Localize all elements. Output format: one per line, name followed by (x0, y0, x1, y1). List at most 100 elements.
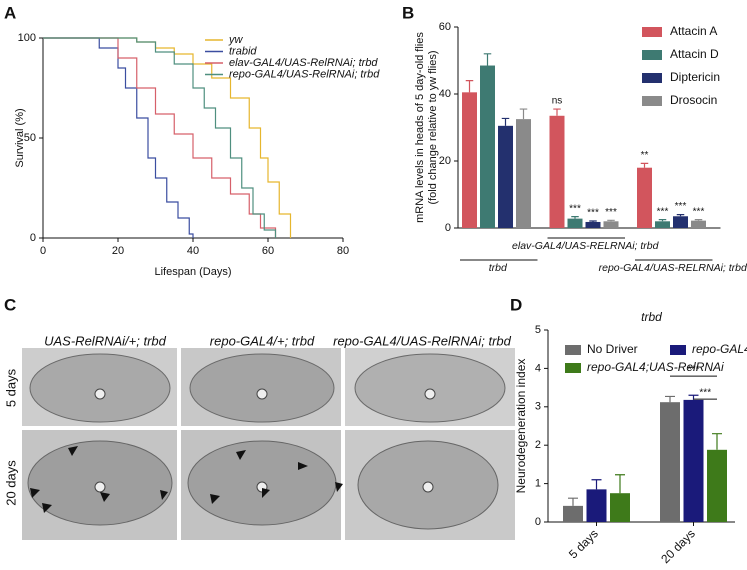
panel-label: D (510, 295, 522, 314)
error-bar (571, 216, 579, 219)
bar (498, 125, 513, 228)
significance: *** (675, 201, 687, 212)
survival-line (43, 37, 277, 238)
bar (673, 216, 688, 228)
error-bar (589, 220, 597, 222)
chart-title: trbd (641, 310, 662, 324)
bar (655, 221, 670, 228)
error-bar (676, 214, 685, 217)
error-bar (553, 108, 561, 116)
panel-label: C (4, 295, 16, 314)
significance: ns (552, 96, 563, 107)
legend-swatch (642, 27, 662, 37)
legend-swatch (642, 50, 662, 60)
y-axis-label: Neurodegeneration index (514, 359, 528, 494)
column-title: repo-GAL4/+; trbd (210, 333, 315, 348)
x-tick-label: repo-GAL4/UAS-RELRNAi; trbd (599, 262, 747, 274)
error-bar (665, 395, 675, 403)
column-title: repo-GAL4/UAS-RelRNAi; trbd (333, 333, 511, 348)
y-tick-label: 3 (535, 401, 541, 413)
legend-label: Attacin A (670, 24, 717, 38)
x-tick-label: trbd (489, 262, 508, 274)
legend-swatch (670, 345, 686, 355)
legend-label: repo-GAL4 (692, 342, 747, 356)
error-bar (465, 80, 474, 93)
x-tick-label: 40 (187, 245, 199, 257)
column-title: UAS-RelRNAi/+; trbd (44, 333, 166, 348)
error-bar (658, 219, 667, 222)
y-tick-label: 40 (439, 88, 451, 100)
bar (660, 402, 680, 522)
significance: *** (587, 208, 599, 219)
y-tick-label: 100 (18, 32, 36, 44)
legend-swatch (565, 345, 581, 355)
x-tick-label: 5 days (566, 526, 601, 561)
error-bar (640, 162, 649, 168)
legend-label: Diptericin (670, 70, 720, 84)
error-bar (483, 53, 492, 66)
y-tick-label: 0 (535, 516, 541, 528)
legend-label: No Driver (587, 342, 638, 356)
legend-swatch (565, 363, 581, 373)
bar (516, 119, 531, 228)
legend-swatch (642, 73, 662, 83)
significance: *** (569, 203, 581, 214)
y-axis-label: (fold change relative to yw flies) (427, 50, 439, 204)
y-axis-label: mRNA levels in heads of 5 day-old flies (414, 32, 426, 223)
bar (691, 220, 706, 228)
y-tick-label: 5 (535, 324, 541, 336)
brain (354, 353, 506, 423)
bar (549, 115, 565, 228)
significance: *** (688, 365, 700, 376)
error-bar (712, 433, 722, 450)
y-tick-label: 60 (439, 21, 451, 33)
y-axis-label: Survival (%) (14, 108, 26, 167)
significance: *** (605, 207, 617, 218)
row-label: 5 days (3, 368, 18, 407)
legend-label: Drosocin (670, 93, 717, 107)
y-tick-label: 2 (535, 439, 541, 451)
legend-label: yw (228, 34, 244, 46)
bar (637, 167, 652, 228)
error-bar (694, 219, 703, 221)
x-axis-label: Lifespan (Days) (154, 266, 231, 278)
legend-label: repo-GAL4/UAS-RelRNAi; trbd (229, 68, 380, 80)
x-tick-label: 20 (112, 245, 124, 257)
y-tick-label: 4 (535, 362, 541, 374)
error-bar (607, 219, 615, 222)
x-tick-label: 0 (40, 245, 46, 257)
legend-label: trabid (229, 45, 257, 57)
bar (585, 221, 601, 228)
error-bar (591, 479, 602, 490)
y-tick-label: 0 (30, 232, 36, 244)
bar (563, 505, 583, 522)
y-tick-label: 0 (445, 222, 451, 234)
y-tick-label: 50 (24, 132, 36, 144)
bar (707, 449, 727, 522)
error-bar (519, 108, 528, 120)
bar (586, 489, 607, 522)
legend-label: elav-GAL4/UAS-RelRNAi; trbd (229, 57, 378, 69)
arrowheads (30, 446, 343, 513)
survival-line (43, 37, 194, 238)
significance: ** (641, 150, 649, 161)
error-bar (615, 474, 625, 494)
bar (480, 65, 495, 229)
y-tick-label: 20 (439, 155, 451, 167)
row-label: 20 days (3, 460, 18, 506)
error-bar (568, 497, 578, 506)
x-tick-label: 20 days (658, 526, 698, 566)
error-bar (501, 117, 510, 126)
panel-label: B (402, 3, 414, 22)
bar (462, 92, 477, 228)
significance: *** (657, 206, 669, 217)
brain (29, 353, 171, 423)
significance: *** (693, 206, 705, 217)
bar (683, 399, 704, 522)
bar (603, 221, 619, 228)
legend-label: Attacin D (670, 47, 719, 61)
legend-label: repo-GAL4;UAS-RelRNAi (587, 360, 724, 374)
x-tick-label: 60 (262, 245, 274, 257)
brain (189, 353, 335, 423)
